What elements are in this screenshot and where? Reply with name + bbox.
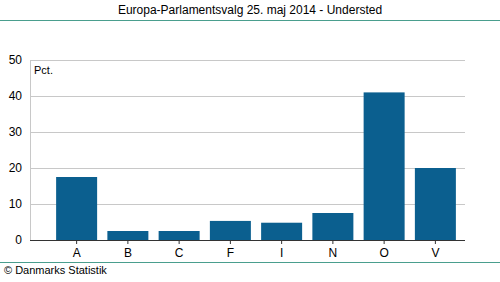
grid xyxy=(30,61,465,241)
x-tick-label: I xyxy=(280,246,283,260)
bar xyxy=(312,213,353,240)
source: © Danmarks Statistik xyxy=(4,264,107,276)
x-tick-label: A xyxy=(73,246,81,260)
x-tick: V xyxy=(431,240,439,260)
y-tick: 10 xyxy=(9,197,30,211)
x-tick-mark xyxy=(127,240,128,244)
bar xyxy=(364,92,405,240)
grid-line xyxy=(30,60,465,61)
x-tick-label: N xyxy=(329,246,338,260)
chart: Europa-Parlamentsvalg 25. maj 2014 - Und… xyxy=(0,0,500,282)
y-tick-label: 20 xyxy=(9,161,23,175)
y-tick-label: 10 xyxy=(9,197,23,211)
x-tick: I xyxy=(280,240,283,260)
x-tick: N xyxy=(329,240,338,260)
bars xyxy=(56,92,456,240)
x-tick-mark xyxy=(281,240,282,244)
y-tick-label: 40 xyxy=(9,89,23,103)
y-axis-title: Pct. xyxy=(34,64,53,76)
y-axis-line xyxy=(30,61,31,241)
y-tick: 20 xyxy=(9,161,30,175)
x-tick-label: C xyxy=(175,246,184,260)
x-tick-label: B xyxy=(124,246,132,260)
y-tick: 0 xyxy=(15,233,30,247)
bar xyxy=(107,231,148,240)
frame-line xyxy=(0,20,500,21)
y-tick-label: 0 xyxy=(15,233,22,247)
x-tick-mark xyxy=(332,240,333,244)
bar xyxy=(56,177,97,240)
x-tick-label: V xyxy=(431,246,439,260)
x-tick: F xyxy=(227,240,234,260)
y-tick-label: 30 xyxy=(9,125,23,139)
x-tick: B xyxy=(124,240,132,260)
x-axis-line xyxy=(30,240,465,241)
grid-line xyxy=(30,240,465,241)
bar xyxy=(210,221,251,240)
x-tick-mark xyxy=(76,240,77,244)
bar xyxy=(415,168,456,240)
x-tick-mark xyxy=(179,240,180,244)
y-tick: 30 xyxy=(9,125,30,139)
x-tick: O xyxy=(379,240,388,260)
x-tick-mark xyxy=(435,240,436,244)
bar xyxy=(159,231,200,240)
y-tick: 50 xyxy=(9,53,30,67)
x-axis: ABCFINOV xyxy=(30,240,465,260)
frame-line xyxy=(0,262,500,263)
x-tick-label: O xyxy=(379,246,388,260)
x-tick: A xyxy=(73,240,81,260)
y-axis: 0 10 20 30 40 50 xyxy=(9,53,31,247)
x-tick-mark xyxy=(384,240,385,244)
x-tick: C xyxy=(175,240,184,260)
title: Europa-Parlamentsvalg 25. maj 2014 - Und… xyxy=(118,3,382,17)
bar xyxy=(261,223,302,240)
x-tick-mark xyxy=(230,240,231,244)
y-tick: 40 xyxy=(9,89,30,103)
x-tick-label: F xyxy=(227,246,234,260)
y-tick-label: 50 xyxy=(9,53,23,67)
